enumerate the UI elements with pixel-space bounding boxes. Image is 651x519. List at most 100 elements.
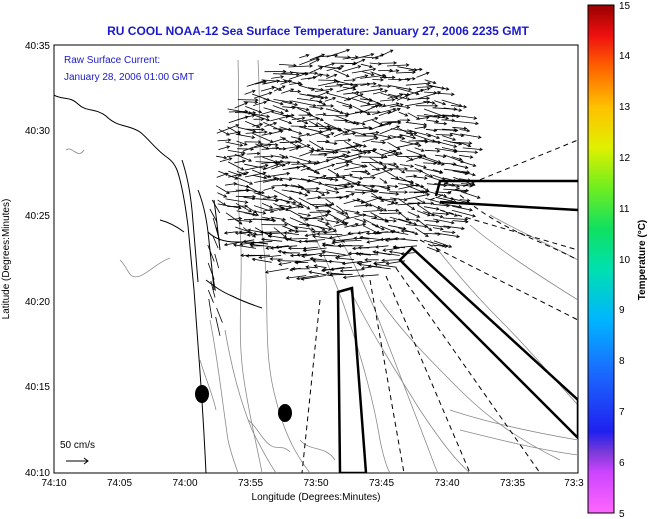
current-vector (215, 185, 230, 194)
current-vector (288, 65, 313, 68)
current-vector-head (395, 102, 400, 106)
current-vector-head (254, 100, 259, 105)
current-vector (244, 212, 256, 216)
current-vector-head (464, 165, 469, 170)
current-vector-head (389, 49, 394, 53)
current-vector (279, 204, 292, 208)
current-vector-head (331, 163, 336, 167)
current-vector (344, 165, 365, 171)
current-vector (450, 132, 464, 137)
scale-arrow (66, 457, 89, 465)
current-vector (262, 80, 280, 85)
current-vector-head (244, 200, 249, 204)
current-vector (308, 161, 320, 163)
current-vector (424, 220, 439, 223)
current-vector-head (233, 182, 238, 186)
current-vector (235, 202, 252, 213)
current-vector (424, 149, 440, 152)
current-vector-head (465, 219, 469, 224)
current-vector (351, 98, 371, 105)
current-vector (324, 85, 343, 87)
current-vector (370, 168, 393, 177)
current-vector (415, 197, 426, 204)
current-vector (326, 49, 350, 58)
current-vector (279, 153, 289, 159)
current-vector (443, 154, 464, 163)
current-vector (333, 119, 348, 122)
current-vector (342, 56, 358, 60)
current-vector (235, 176, 253, 185)
current-vector-head (424, 139, 429, 144)
current-vector (255, 198, 279, 202)
current-vector (300, 188, 320, 190)
colorbar-tick-label: 5 (619, 509, 625, 519)
current-vector (358, 253, 371, 256)
current-vector-head (304, 72, 309, 76)
current-vector (433, 218, 454, 224)
current-vector-head (454, 213, 458, 217)
current-vector (396, 71, 416, 74)
current-vector (325, 219, 339, 223)
current-vector (380, 150, 397, 156)
current-vector (315, 204, 332, 208)
current-vector (281, 101, 298, 106)
current-vector (396, 94, 408, 101)
current-vector-head (223, 231, 228, 235)
current-vector (279, 177, 292, 181)
current-vector (211, 199, 221, 214)
current-vector-head (387, 135, 392, 139)
current-vector (387, 185, 398, 188)
current-vector-head (240, 253, 244, 258)
current-vector (361, 156, 384, 158)
current-vector (360, 171, 371, 175)
current-vector (217, 203, 242, 209)
current-vector-head (310, 150, 314, 154)
current-vector-head (234, 231, 239, 235)
current-vector (383, 247, 400, 251)
current-vector (288, 230, 308, 232)
current-vector-head (259, 143, 264, 147)
current-vector (260, 110, 274, 115)
current-vector (443, 196, 454, 200)
current-vector (253, 192, 271, 199)
current-vector-head (325, 271, 330, 275)
current-vector (416, 115, 441, 118)
current-vector (306, 196, 321, 200)
current-vector (259, 255, 282, 258)
current-vector-head (435, 219, 440, 224)
current-vector-head (246, 233, 251, 237)
current-vector (224, 183, 237, 186)
current-vector (460, 191, 481, 199)
current-vector (405, 101, 430, 107)
current-vector (371, 223, 385, 231)
current-vector-head (351, 192, 355, 196)
current-vector-head (329, 267, 334, 271)
current-vector (416, 117, 429, 120)
current-vector-head (326, 134, 331, 138)
current-vector-head (268, 143, 273, 147)
current-vector (372, 90, 388, 95)
current-vector-head (363, 164, 368, 168)
current-vector (387, 153, 399, 157)
current-vector-head (358, 144, 363, 148)
current-vector (433, 240, 452, 248)
current-vector (262, 178, 280, 183)
scale-label: 50 cm/s (60, 440, 95, 451)
current-vector-head (358, 155, 362, 159)
current-vector (254, 81, 267, 85)
current-vector (360, 274, 379, 277)
current-vector (308, 87, 324, 91)
current-vector (434, 115, 460, 117)
current-vector-head (342, 175, 346, 180)
current-vector (271, 76, 284, 79)
current-vector-head (321, 243, 326, 248)
current-vector-head (320, 146, 325, 150)
current-vector-head (271, 86, 276, 90)
current-vector-head (372, 67, 377, 72)
current-vector (398, 227, 418, 235)
current-vector-head (282, 217, 287, 222)
current-vector (333, 222, 349, 227)
current-vector-head (362, 191, 366, 195)
current-vector (432, 227, 444, 230)
current-vector-head (428, 227, 433, 232)
